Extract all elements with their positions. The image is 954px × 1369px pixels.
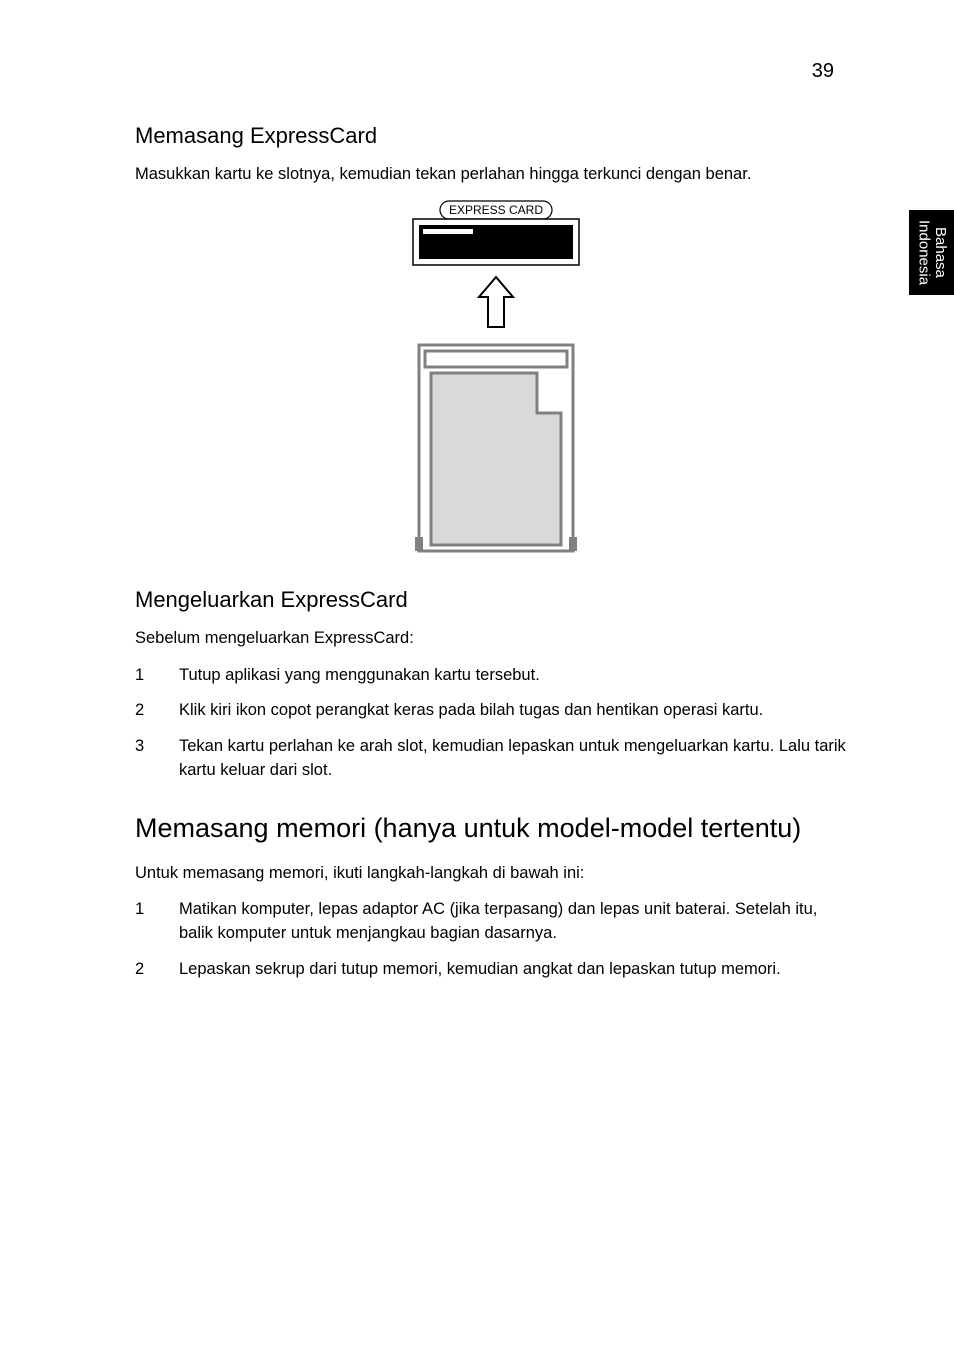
section3-heading: Memasang memori (hanya untuk model-model… bbox=[135, 813, 854, 844]
list-text: Tekan kartu perlahan ke arah slot, kemud… bbox=[179, 735, 854, 783]
list-number: 2 bbox=[135, 958, 179, 982]
list-item: 2Lepaskan sekrup dari tutup memori, kemu… bbox=[135, 958, 854, 982]
list-number: 1 bbox=[135, 664, 179, 688]
list-number: 3 bbox=[135, 735, 179, 783]
section2-list: 1Tutup aplikasi yang menggunakan kartu t… bbox=[135, 664, 854, 784]
section1-intro: Masukkan kartu ke slotnya, kemudian teka… bbox=[135, 163, 854, 185]
expresscard-svg: EXPRESS CARD bbox=[385, 199, 605, 559]
page-content: 39 Memasang ExpressCard Masukkan kartu k… bbox=[0, 0, 954, 1034]
list-item: 3Tekan kartu perlahan ke arah slot, kemu… bbox=[135, 735, 854, 783]
list-item: 1Matikan komputer, lepas adaptor AC (jik… bbox=[135, 898, 854, 946]
list-number: 1 bbox=[135, 898, 179, 946]
list-text: Lepaskan sekrup dari tutup memori, kemud… bbox=[179, 958, 854, 982]
list-number: 2 bbox=[135, 699, 179, 723]
list-text: Klik kiri ikon copot perangkat keras pad… bbox=[179, 699, 854, 723]
tab-line2: Indonesia bbox=[916, 220, 933, 285]
list-text: Matikan komputer, lepas adaptor AC (jika… bbox=[179, 898, 854, 946]
section2-intro: Sebelum mengeluarkan ExpressCard: bbox=[135, 627, 854, 649]
section2-heading: Mengeluarkan ExpressCard bbox=[135, 587, 854, 613]
list-item: 2Klik kiri ikon copot perangkat keras pa… bbox=[135, 699, 854, 723]
card-label: EXPRESS CARD bbox=[448, 203, 542, 217]
expresscard-diagram: EXPRESS CARD bbox=[135, 199, 854, 559]
list-item: 1Tutup aplikasi yang menggunakan kartu t… bbox=[135, 664, 854, 688]
list-text: Tutup aplikasi yang menggunakan kartu te… bbox=[179, 664, 854, 688]
page-number: 39 bbox=[135, 60, 854, 83]
section3-list: 1Matikan komputer, lepas adaptor AC (jik… bbox=[135, 898, 854, 982]
section3-intro: Untuk memasang memori, ikuti langkah-lan… bbox=[135, 862, 854, 884]
tab-line1: Bahasa bbox=[932, 227, 949, 278]
language-tab: Bahasa Indonesia bbox=[909, 210, 954, 295]
section1-heading: Memasang ExpressCard bbox=[135, 123, 854, 149]
